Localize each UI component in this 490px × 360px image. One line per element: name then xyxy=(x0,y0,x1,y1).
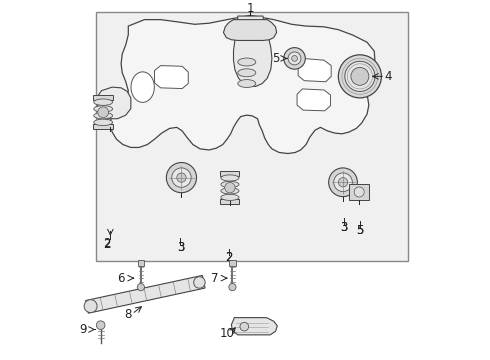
Text: 2: 2 xyxy=(225,251,233,264)
Polygon shape xyxy=(297,89,330,111)
Text: 3: 3 xyxy=(177,242,184,255)
Ellipse shape xyxy=(94,112,113,119)
Circle shape xyxy=(177,173,186,182)
Circle shape xyxy=(288,52,301,65)
Ellipse shape xyxy=(238,58,256,66)
Ellipse shape xyxy=(94,99,113,105)
Text: 9: 9 xyxy=(80,323,87,336)
Polygon shape xyxy=(234,16,272,86)
Polygon shape xyxy=(86,275,205,313)
Text: 1: 1 xyxy=(246,2,254,15)
Ellipse shape xyxy=(221,175,239,181)
Circle shape xyxy=(329,168,357,197)
Text: 2: 2 xyxy=(225,251,233,264)
Text: 3: 3 xyxy=(340,221,347,234)
Circle shape xyxy=(84,300,97,312)
Circle shape xyxy=(339,55,381,98)
Polygon shape xyxy=(231,318,277,335)
Ellipse shape xyxy=(221,188,239,194)
Polygon shape xyxy=(98,87,131,119)
Bar xyxy=(93,124,113,129)
Polygon shape xyxy=(154,66,188,89)
Circle shape xyxy=(334,173,352,192)
Polygon shape xyxy=(110,15,375,154)
Ellipse shape xyxy=(221,181,239,188)
Text: 4: 4 xyxy=(385,70,392,83)
Text: 3: 3 xyxy=(177,242,184,255)
Bar xyxy=(96,13,408,261)
Polygon shape xyxy=(298,58,331,82)
Bar xyxy=(93,95,113,100)
Text: 6: 6 xyxy=(118,272,125,285)
Text: 3: 3 xyxy=(340,221,347,234)
Circle shape xyxy=(351,67,369,85)
Circle shape xyxy=(172,168,191,187)
Ellipse shape xyxy=(94,106,113,112)
Bar xyxy=(220,199,240,204)
Text: 10: 10 xyxy=(220,327,235,339)
Circle shape xyxy=(167,162,196,193)
Circle shape xyxy=(339,177,348,187)
Bar xyxy=(220,171,240,176)
Ellipse shape xyxy=(238,69,256,77)
Text: 2: 2 xyxy=(103,237,111,250)
Circle shape xyxy=(194,277,205,288)
Text: 2: 2 xyxy=(103,238,111,251)
Circle shape xyxy=(345,61,375,91)
Ellipse shape xyxy=(238,80,256,87)
Polygon shape xyxy=(223,20,276,40)
Text: 7: 7 xyxy=(211,272,218,285)
Circle shape xyxy=(225,183,235,193)
Bar xyxy=(138,260,144,266)
Text: 8: 8 xyxy=(124,307,132,320)
Circle shape xyxy=(98,107,109,118)
Circle shape xyxy=(354,187,364,197)
Circle shape xyxy=(97,321,105,329)
Ellipse shape xyxy=(131,72,154,102)
Circle shape xyxy=(240,322,248,331)
Circle shape xyxy=(284,48,305,69)
Text: 5: 5 xyxy=(356,224,364,237)
Text: 5: 5 xyxy=(356,224,364,237)
Bar xyxy=(349,184,369,200)
Circle shape xyxy=(137,284,145,291)
Ellipse shape xyxy=(221,194,239,201)
Circle shape xyxy=(229,284,236,291)
Circle shape xyxy=(292,55,297,61)
Bar xyxy=(229,260,236,266)
Ellipse shape xyxy=(94,119,113,126)
Text: 5: 5 xyxy=(272,52,279,65)
